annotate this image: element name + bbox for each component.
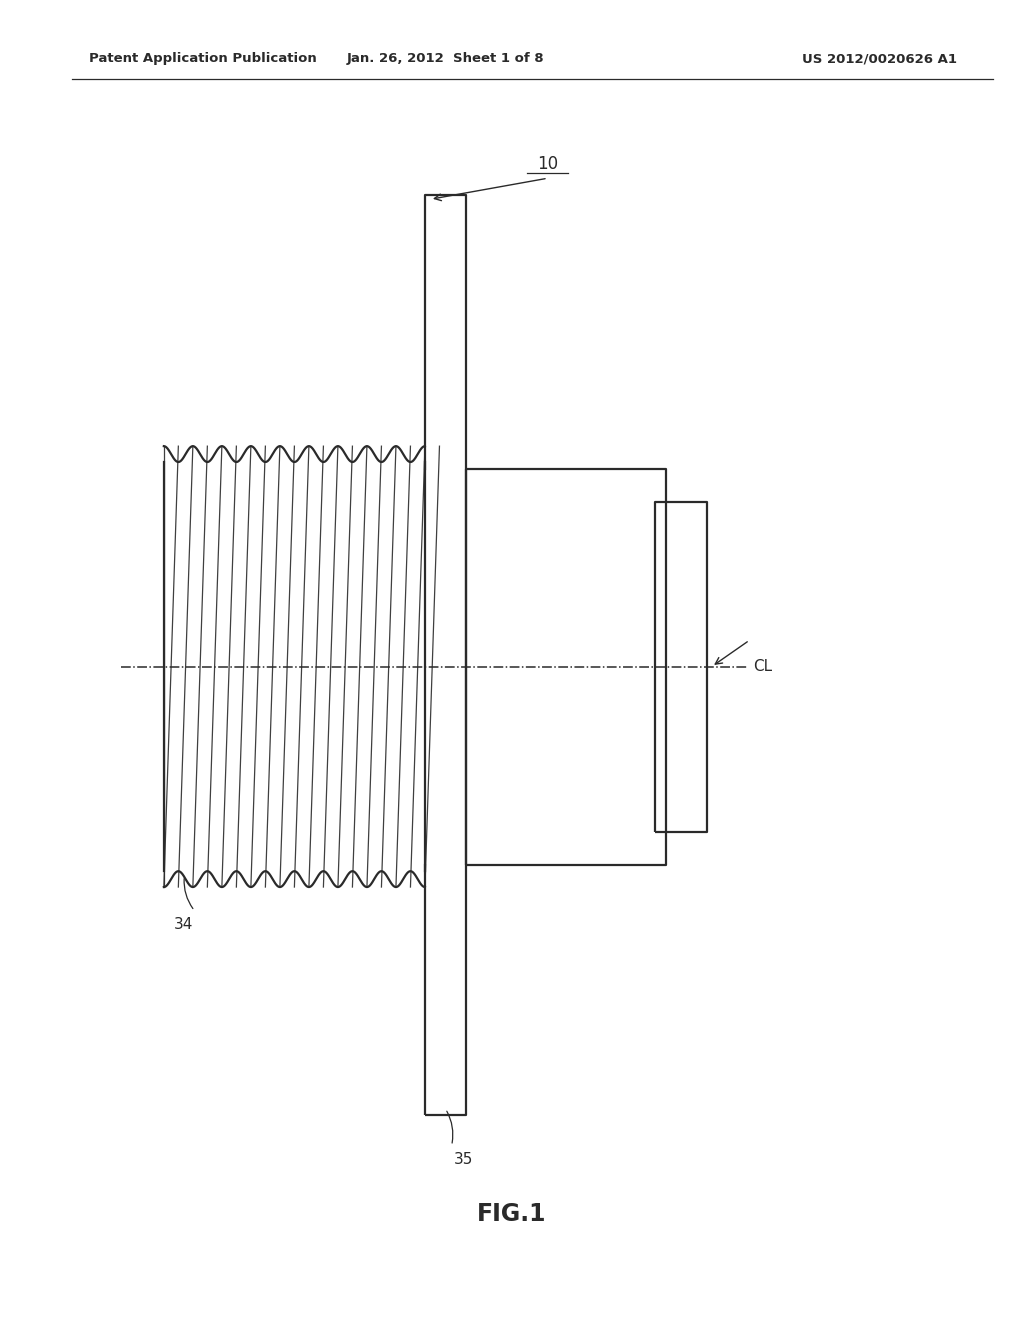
Text: US 2012/0020626 A1: US 2012/0020626 A1 — [803, 53, 957, 65]
Text: CL: CL — [753, 659, 772, 675]
Text: 35: 35 — [454, 1152, 473, 1167]
Text: FIG.1: FIG.1 — [477, 1203, 547, 1226]
Text: 34: 34 — [174, 917, 194, 932]
Text: 10: 10 — [538, 154, 558, 173]
Text: Jan. 26, 2012  Sheet 1 of 8: Jan. 26, 2012 Sheet 1 of 8 — [347, 53, 544, 65]
Text: Patent Application Publication: Patent Application Publication — [89, 53, 316, 65]
